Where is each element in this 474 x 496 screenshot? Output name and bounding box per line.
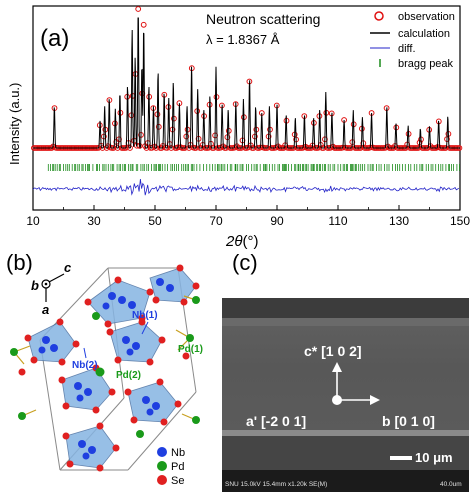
- observation-point-100: [168, 145, 175, 151]
- svg-text:2θ(°): 2θ(°): [225, 233, 258, 250]
- legend-diff-label: diff.: [398, 43, 416, 55]
- site-pd1-label: Pd(1): [178, 344, 203, 355]
- sem-info-text: SNU 15.0kV 15.4mm x1.20k SE(M): [225, 481, 327, 488]
- sem-background-top: [222, 298, 469, 318]
- difference-curve: [32, 179, 460, 196]
- legend-nb-label: Nb: [171, 447, 185, 459]
- atom-legend: Nb Pd Se: [157, 447, 185, 487]
- observation-point-113: [186, 145, 192, 151]
- se-atoms: [18, 264, 200, 472]
- panel-a-label: (a): [40, 25, 69, 52]
- legend-pd-label: Pd: [171, 461, 184, 473]
- scalebar: [390, 456, 412, 460]
- legend-nb-marker: [157, 447, 167, 457]
- observation-point-61: [114, 145, 121, 151]
- x-axis-label-symbol: 2θ: [225, 233, 242, 250]
- legend-se-label: Se: [171, 475, 184, 487]
- arrow-c-head: [332, 362, 342, 372]
- observation-point-50: [99, 145, 106, 151]
- x-tick-label-70: 70: [209, 214, 223, 228]
- x-axis-label: 2θ(°): [225, 233, 258, 250]
- panel-c-label: (c): [232, 250, 258, 275]
- dir-a-label: a' [-2 0 1]: [246, 413, 306, 429]
- legend: observation calculation diff. bragg peak: [370, 11, 455, 70]
- x-tick-label-10: 10: [26, 214, 40, 228]
- panel-b: (b) b c a: [6, 250, 203, 487]
- x-axis-label-unit: (°): [242, 233, 258, 250]
- site-pd2-label: Pd(2): [116, 370, 141, 381]
- legend-se-marker: [157, 475, 167, 485]
- axis-b-label: b: [31, 278, 39, 293]
- scalebar-label: 10 μm: [415, 450, 453, 465]
- axis-c-label: c: [64, 260, 72, 275]
- legend-observation-label: observation: [398, 11, 455, 23]
- panel-a: 10 30 50 70 90 110 130 150 (a) Neutron scatteri…: [7, 5, 470, 250]
- panel-b-label: (b): [6, 250, 33, 275]
- legend-pd-marker: [157, 461, 167, 471]
- y-axis-label: Intensity (a.u.): [7, 83, 22, 165]
- x-tick-label-110: 110: [328, 214, 347, 228]
- annotation-lambda: λ = 1.8367 Å: [206, 32, 280, 47]
- sem-background-bottom: [222, 436, 469, 470]
- nb-atoms: [38, 278, 174, 460]
- sem-info-bar: [222, 470, 469, 492]
- x-tick-label-90: 90: [270, 214, 284, 228]
- x-tick-label-30: 30: [87, 214, 101, 228]
- sem-crystal-face: [222, 326, 469, 430]
- x-tick-label-150: 150: [450, 214, 470, 228]
- x-tick-label-130: 130: [389, 214, 409, 228]
- sem-crystal-edge: [222, 318, 469, 326]
- arrow-b-head: [370, 395, 380, 405]
- observation-point-89: [153, 145, 160, 151]
- site-nb1-label: Nb(1): [132, 310, 158, 321]
- axis-a-label: a: [42, 302, 49, 317]
- sem-overlay: c* [1 0 2] a' [-2 0 1] b [0 1 0] 10 μm S…: [225, 343, 462, 488]
- observation-point-82: [143, 145, 150, 151]
- pd-atoms: [10, 296, 200, 438]
- axes-triad: b c a: [31, 260, 72, 317]
- legend-observation-marker: [374, 11, 384, 21]
- dir-b-label: b [0 1 0]: [382, 413, 435, 429]
- legend-calculation-label: calculation: [398, 28, 450, 40]
- sem-info-scale: 40.0um: [440, 481, 462, 488]
- sem-crystal-step: [222, 430, 469, 436]
- site-nb2-label: Nb(2): [72, 360, 98, 371]
- calculation-curve: [33, 17, 460, 149]
- observation-point-76: [135, 6, 142, 12]
- dir-c-label: c* [1 0 2]: [304, 343, 362, 359]
- legend-bragg-label: bragg peak: [398, 58, 454, 70]
- sem-image: c* [1 0 2] a' [-2 0 1] b [0 1 0] 10 μm S…: [222, 298, 469, 492]
- annotation-title: Neutron scattering: [206, 11, 320, 27]
- x-axis-ticks: 10 30 50 70 90 110 130 150: [26, 205, 470, 228]
- observation-point-80: [140, 21, 147, 28]
- x-tick-label-50: 50: [148, 214, 162, 228]
- bragg-peak-ticks: [47, 164, 460, 171]
- observation-point-70: [127, 145, 133, 151]
- arrow-origin-dot: [332, 395, 342, 405]
